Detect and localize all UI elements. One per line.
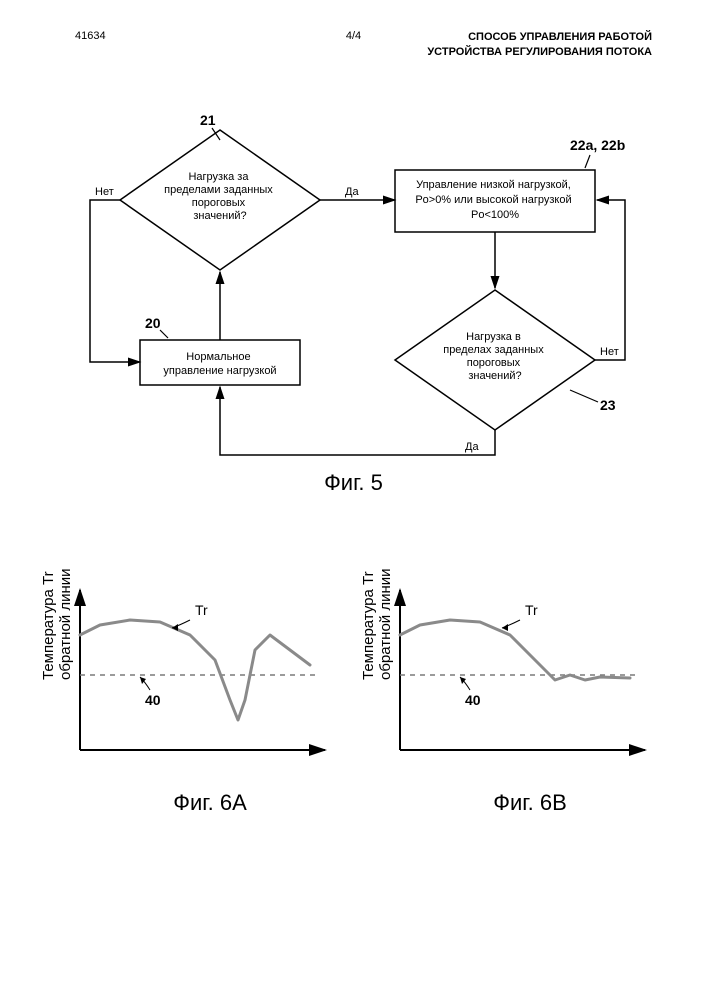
doc-title-line2: УСТРОЙСТВА РЕГУЛИРОВАНИЯ ПОТОКА bbox=[427, 45, 652, 60]
page-header: 41634 4/4 СПОСОБ УПРАВЛЕНИЯ РАБОТОЙ УСТР… bbox=[0, 30, 707, 61]
doc-title: СПОСОБ УПРАВЛЕНИЯ РАБОТОЙ УСТРОЙСТВА РЕГ… bbox=[427, 30, 652, 61]
edge-23-yes: Да bbox=[465, 441, 479, 453]
figure-6b-caption: Фиг. 6B bbox=[370, 790, 660, 816]
figure-6-container: Температура Tr обратной линии Tr bbox=[50, 580, 660, 840]
figure-6a: Температура Tr обратной линии Tr bbox=[50, 580, 340, 840]
ref-20: 20 bbox=[145, 315, 161, 331]
doc-number: 41634 bbox=[75, 30, 106, 61]
ref-23: 23 bbox=[600, 397, 616, 413]
figure-5-caption: Фиг. 5 bbox=[0, 470, 707, 496]
figure-6b-curve bbox=[400, 620, 630, 680]
figure-6a-ref-40: 40 bbox=[145, 692, 161, 708]
figure-6a-svg: Tr 40 bbox=[50, 580, 340, 780]
page-indicator: 4/4 bbox=[346, 30, 361, 42]
figure-6b-ylabel-l2: обратной линии bbox=[377, 568, 394, 680]
ref-21: 21 bbox=[200, 112, 216, 128]
node-21-diamond: Нагрузка за пределами заданных пороговых… bbox=[120, 130, 320, 270]
edge-23-no: Нет bbox=[600, 346, 619, 358]
edge-21-no: Нет bbox=[95, 186, 114, 198]
ref-22: 22a, 22b bbox=[570, 137, 625, 153]
figure-6b-svg: Tr 40 bbox=[370, 580, 660, 780]
figure-6b-ylabel-l1: Температура Tr bbox=[360, 571, 377, 680]
edge-21-yes: Да bbox=[345, 186, 359, 198]
figure-6a-caption: Фиг. 6A bbox=[50, 790, 340, 816]
figure-6a-ylabel-l1: Температура Tr bbox=[40, 571, 57, 680]
page-root: 41634 4/4 СПОСОБ УПРАВЛЕНИЯ РАБОТОЙ УСТР… bbox=[0, 0, 707, 1000]
figure-6b-tr-label: Tr bbox=[525, 602, 538, 618]
figure-6b: Температура Tr обратной линии Tr 40 bbox=[370, 580, 660, 840]
figure-5-flowchart: Нагрузка за пределами заданных пороговых… bbox=[60, 110, 650, 480]
figure-6b-ylabel: Температура Tr обратной линии bbox=[360, 568, 394, 680]
figure-6a-tr-label: Tr bbox=[195, 602, 208, 618]
node-22-rect: Управление низкой нагрузкой, Po>0% или в… bbox=[395, 170, 595, 232]
figure-6b-ref-40: 40 bbox=[465, 692, 481, 708]
figure-6a-curve bbox=[80, 620, 310, 720]
node-20-rect: Нормальное управление нагрузкой bbox=[140, 340, 300, 385]
figure-6a-ylabel-l2: обратной линии bbox=[57, 568, 74, 680]
doc-title-line1: СПОСОБ УПРАВЛЕНИЯ РАБОТОЙ bbox=[427, 30, 652, 45]
figure-6a-ylabel: Температура Tr обратной линии bbox=[40, 568, 74, 680]
node-23-diamond: Нагрузка в пределах заданных пороговых з… bbox=[395, 290, 595, 430]
